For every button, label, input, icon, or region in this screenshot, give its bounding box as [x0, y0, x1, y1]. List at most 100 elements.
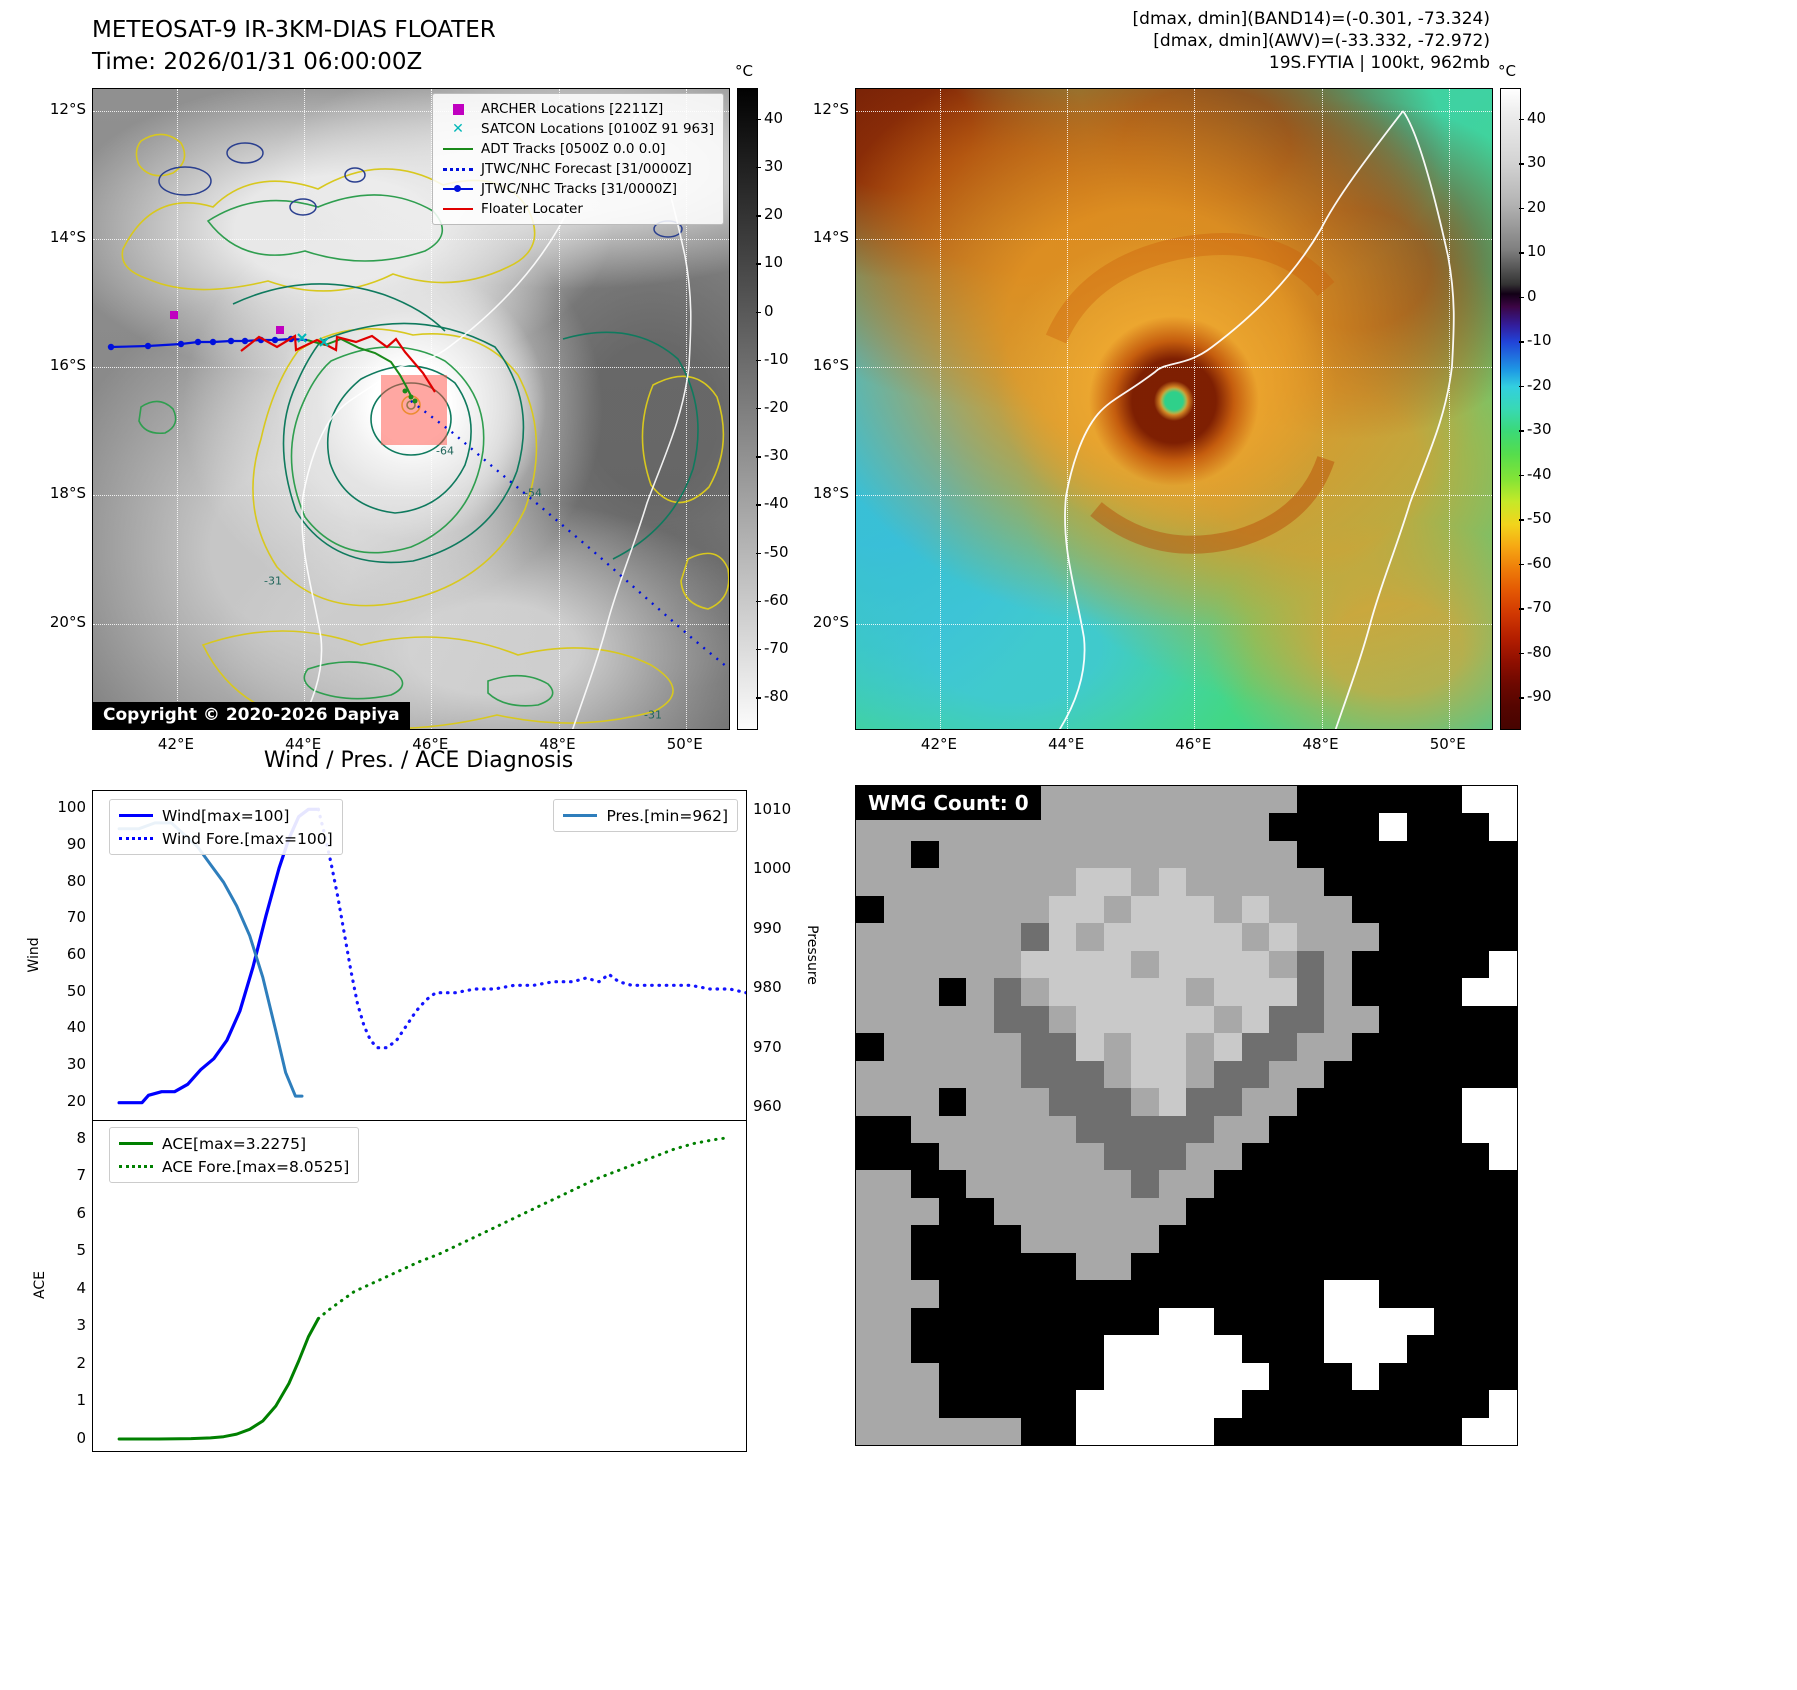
- diagnosis-title: Wind / Pres. / ACE Diagnosis: [263, 748, 574, 773]
- yellow-contours: [121, 133, 729, 729]
- pressure-line: [117, 821, 304, 1098]
- wmg-cell: [1186, 1307, 1215, 1336]
- wmg-cell: [1461, 1005, 1490, 1034]
- wmg-cell: [883, 840, 912, 869]
- chart-y-tick-label: 20: [66, 1091, 86, 1110]
- colorbar-tick-label: 30: [764, 156, 784, 175]
- wmg-cell: [1324, 1335, 1352, 1363]
- wmg-cell: [1351, 1197, 1380, 1226]
- archer-marker: [170, 311, 178, 319]
- wmg-cell: [1406, 840, 1435, 869]
- wmg-cell: [1461, 895, 1490, 924]
- colorbar-tick: [1519, 474, 1524, 477]
- colorbar-tick-label: -70: [1527, 598, 1552, 617]
- colorbar-tick-label: -60: [1527, 553, 1552, 572]
- wmg-cell: [993, 1142, 1022, 1171]
- wmg-cell: [1186, 1033, 1215, 1061]
- wmg-cell: [1296, 1225, 1325, 1253]
- wmg-cell: [883, 1362, 912, 1391]
- wmg-cell: [1021, 1252, 1049, 1281]
- grid-line: [1067, 89, 1069, 729]
- wmg-cell: [856, 840, 884, 869]
- wmg-cell: [1351, 868, 1380, 896]
- wmg-cell: [1241, 978, 1270, 1006]
- wmg-cell: [1296, 923, 1325, 951]
- chart-y-tick-label: 40: [66, 1018, 86, 1037]
- wmg-cell: [1158, 1005, 1187, 1034]
- x-marker-icon: ✕: [452, 121, 464, 137]
- chart-y2-tick-label: 1010: [753, 800, 792, 818]
- wmg-cell: [1489, 1280, 1517, 1308]
- wmg-cell: [856, 923, 884, 951]
- wmg-cell: [1131, 1280, 1159, 1308]
- colorbar-tick-label: 40: [1527, 108, 1547, 127]
- legend-line-swatch: [119, 814, 153, 817]
- wmg-cell: [1324, 1390, 1352, 1418]
- wmg-cell: [1296, 840, 1325, 869]
- wmg-cell: [1269, 1033, 1297, 1061]
- floater-track: [240, 334, 436, 393]
- left-panel-title: METEOSAT-9 IR-3KM-DIAS FLOATER Time: 202…: [92, 14, 496, 78]
- wmg-cell: [1461, 1417, 1490, 1445]
- wmg-cell: [1241, 840, 1270, 869]
- wmg-cell: [856, 895, 884, 924]
- wmg-cell: [1269, 1417, 1297, 1445]
- wmg-cell: [938, 868, 967, 896]
- grid-line: [304, 89, 306, 729]
- wmg-cell: [1379, 978, 1407, 1006]
- wmg-cell: [1296, 1197, 1325, 1226]
- wmg-cell: [1406, 1225, 1435, 1253]
- wmg-cell: [938, 1307, 967, 1336]
- wmg-cell: [1269, 1170, 1297, 1198]
- wmg-cell: [1461, 978, 1490, 1006]
- wmg-cell: [1434, 950, 1462, 979]
- wmg-cell: [883, 1280, 912, 1308]
- wmg-cell: [1103, 840, 1132, 869]
- wmg-cell: [1351, 895, 1380, 924]
- wmg-cell: [1489, 923, 1517, 951]
- wmg-cell: [966, 1390, 994, 1418]
- wmg-cell: [1131, 1307, 1159, 1336]
- wmg-cell: [1076, 1005, 1104, 1034]
- wmg-cell: [1186, 923, 1215, 951]
- colorbar-tick-label: -90: [1527, 687, 1552, 706]
- wmg-cell: [1489, 1335, 1517, 1363]
- colorbar-tick: [756, 359, 761, 362]
- wmg-cell: [1103, 786, 1132, 814]
- wmg-cell: [993, 1115, 1022, 1143]
- colorbar-tick-label: 10: [764, 253, 784, 272]
- wmg-cell: [938, 840, 967, 869]
- wmg-cell: [1489, 1390, 1517, 1418]
- wmg-cell: [966, 1280, 994, 1308]
- wmg-cell: [1324, 1142, 1352, 1171]
- wmg-cell: [1214, 1033, 1242, 1061]
- wmg-cell: [993, 1197, 1022, 1226]
- wmg-cell: [1241, 950, 1270, 979]
- colorbar-tick: [756, 600, 761, 603]
- wmg-cell: [1406, 978, 1435, 1006]
- wmg-cell: [1434, 1362, 1462, 1391]
- wmg-cell: [1489, 1417, 1517, 1445]
- wmg-cell: [1158, 1197, 1187, 1226]
- wmg-cell: [1269, 1307, 1297, 1336]
- wmg-cell: [1241, 1225, 1270, 1253]
- wmg-cell: [1379, 813, 1407, 841]
- wmg-cell: [1103, 1115, 1132, 1143]
- colorbar-tick: [756, 697, 761, 699]
- wmg-cell: [911, 1033, 939, 1061]
- wmg-cell: [1489, 1197, 1517, 1226]
- wmg-cell: [1186, 1197, 1215, 1226]
- colorbar-tick-label: 0: [1527, 286, 1537, 305]
- wmg-cell: [1406, 1033, 1435, 1061]
- wmg-cell: [1048, 1170, 1077, 1198]
- square-marker-icon: [442, 103, 474, 115]
- wmg-cell: [911, 1115, 939, 1143]
- wmg-cell: [1489, 1307, 1517, 1336]
- wmg-cell: [993, 1417, 1022, 1445]
- wmg-cell: [1379, 1280, 1407, 1308]
- wmg-cell: [1379, 923, 1407, 951]
- wmg-cell: [938, 1115, 967, 1143]
- wmg-cell: [1021, 1390, 1049, 1418]
- chart-y2-tick-label: 960: [753, 1097, 782, 1115]
- wmg-cell: [1131, 1005, 1159, 1034]
